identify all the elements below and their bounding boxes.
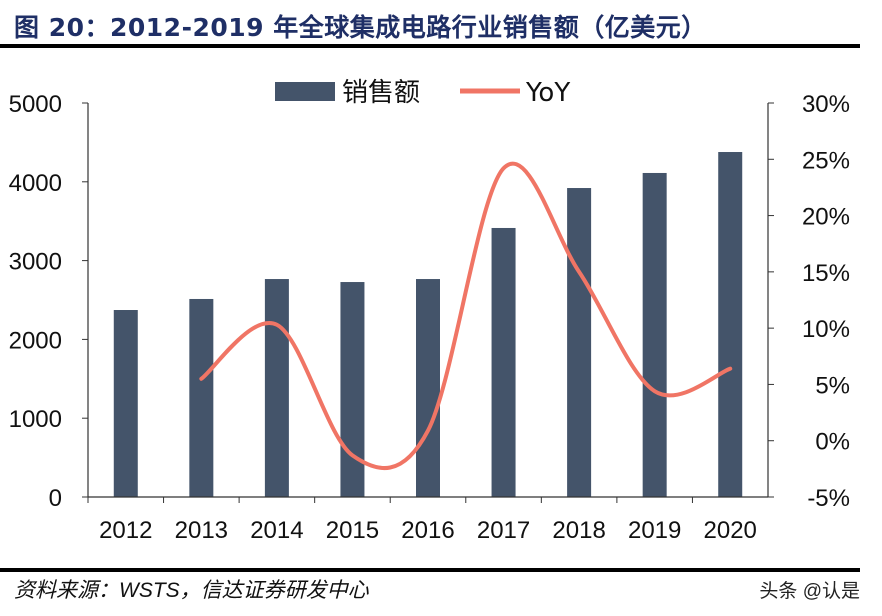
- x-tick-label: 2020: [704, 517, 757, 544]
- right-tick-label: 25%: [802, 147, 850, 174]
- left-tick-label: 0: [49, 485, 62, 512]
- bar-2013: [189, 298, 214, 497]
- x-tick-label: 2016: [401, 517, 454, 544]
- right-tick-label: 20%: [802, 204, 850, 231]
- x-tick-label: 2012: [99, 517, 152, 544]
- source-note: 资料来源：WSTS，信达证券研发中心: [14, 579, 369, 602]
- title-divider: [0, 44, 860, 48]
- bar-2014: [264, 279, 289, 497]
- x-tick-label: 2013: [175, 517, 228, 544]
- x-tick-label: 2014: [250, 517, 303, 544]
- right-tick-label: -5%: [807, 485, 850, 512]
- right-tick-label: 30%: [802, 91, 850, 118]
- bar-2017: [491, 227, 516, 497]
- x-tick-label: 2018: [552, 517, 605, 544]
- bar-2016: [416, 279, 440, 497]
- left-tick-label: 4000: [9, 170, 62, 197]
- legend-label-sales: 销售额: [342, 78, 420, 108]
- source-divider: [0, 568, 860, 572]
- watermark: 头条 @认是: [759, 581, 860, 602]
- x-tick-label: 2019: [628, 517, 681, 544]
- left-tick-label: 1000: [9, 406, 62, 433]
- legend: 销售额 YoY: [275, 78, 570, 108]
- x-tick-label: 2017: [477, 517, 530, 544]
- right-tick-label: 15%: [802, 260, 850, 287]
- bar-2020: [718, 152, 743, 497]
- right-tick-label: 0%: [815, 429, 850, 456]
- chart-title: 图 20：2012-2019 年全球集成电路行业销售额（亿美元）: [14, 13, 707, 42]
- legend-label-yoy: YoY: [525, 78, 570, 108]
- left-tick-label: 2000: [9, 327, 62, 354]
- right-tick-label: 10%: [802, 316, 850, 343]
- legend-swatch-sales: [275, 82, 335, 101]
- bar-2015: [340, 282, 365, 497]
- left-tick-label: 3000: [9, 249, 62, 276]
- bar-2019: [642, 172, 667, 497]
- bar-2012: [113, 310, 138, 497]
- yoy-line: [199, 161, 733, 470]
- bar-2018: [567, 188, 592, 497]
- right-tick-label: 5%: [815, 372, 850, 399]
- left-tick-label: 5000: [9, 91, 62, 118]
- x-tick-label: 2015: [326, 517, 379, 544]
